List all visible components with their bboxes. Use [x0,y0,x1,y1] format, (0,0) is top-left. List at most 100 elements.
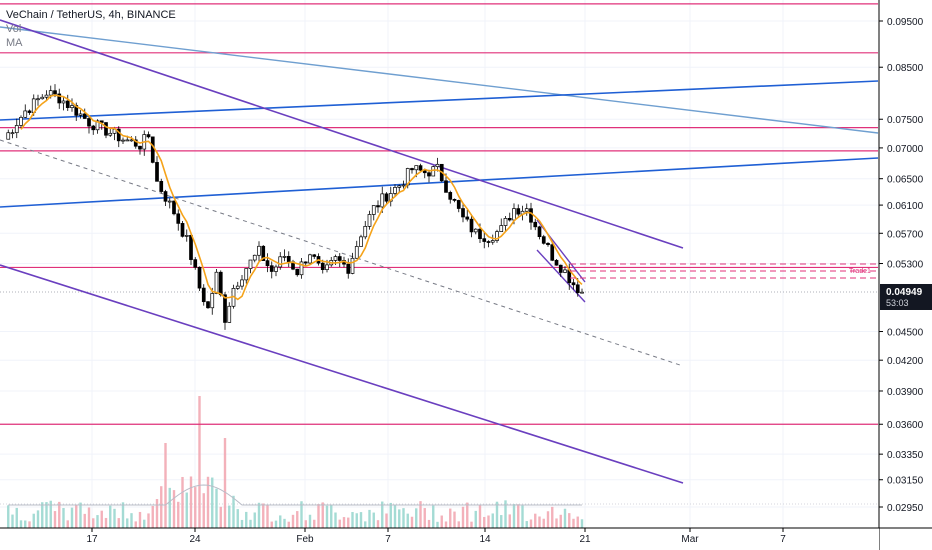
vol-indicator-label[interactable]: Vol [6,23,22,35]
volume-bar [87,507,91,528]
candle-body [44,94,49,98]
ma-indicator-label[interactable]: MA [6,37,23,49]
time-tick-label: 24 [189,534,201,545]
volume-pane [7,396,584,528]
volume-bar [270,521,273,528]
candle-body [367,214,372,227]
candle-body [376,205,380,208]
price-tick-label: 0.03350 [887,450,924,461]
volume-bar [223,438,227,528]
ma-line [20,94,583,301]
volume-bar [372,512,375,528]
candle-body [320,262,325,271]
volume-bar [529,519,533,528]
candle-body [227,305,232,323]
volume-bar [100,510,103,528]
volume-bar [576,516,579,528]
volume-bar [66,520,69,528]
volume-bar [262,503,265,528]
candle-body [70,105,74,108]
candle-countdown: 53:03 [886,298,909,308]
volume-bar [330,504,333,528]
price-tick-label: 0.03900 [887,387,924,398]
candle-body [180,223,185,237]
volume-bar [538,516,541,528]
candle-body [206,301,210,309]
price-axis[interactable]: 0.09500 0.08500 0.07500 0.07000 0.06500 0.061… [878,0,932,550]
candle-body [435,163,440,167]
candle-body [23,110,28,118]
candle-body [465,216,470,220]
time-axis[interactable]: 17 24 Feb 7 14 21 Mar 7 [0,527,932,550]
candle-body [53,90,57,95]
candle-body [257,245,261,256]
volume-bar [436,521,439,528]
candle-body [448,192,453,200]
candle-body [495,231,499,241]
time-tick-label: 17 [86,534,98,545]
candle-body [558,264,563,273]
candle-body [563,269,567,273]
volume-bar [444,521,448,528]
candle-body [155,162,159,182]
candle-body [482,238,487,242]
volume-bar [351,512,354,528]
candle-body [546,242,550,246]
volume-bar [155,499,159,528]
volume-bar [283,518,286,528]
symbol-title[interactable]: VeChain / TetherUS, 4h, BINANCE [6,9,176,21]
volume-bar [109,505,112,528]
volume-bar [325,505,329,528]
candle-body [278,256,283,268]
candle-body [214,271,219,294]
volume-bar [41,502,44,528]
volume-bar [36,510,40,528]
volume-bar [211,477,214,528]
volume-bar [160,486,163,528]
time-tick-label: 7 [780,534,786,545]
volume-bar [168,487,171,528]
candle-body [529,208,533,223]
volume-bar [580,519,584,528]
volume-bar [364,521,367,528]
volume-bar [202,493,205,528]
volume-bar [508,514,511,528]
candle-body [150,136,155,163]
candle-body [193,259,198,268]
candle-body [99,120,104,123]
candle-body [189,235,193,260]
candle-body [61,100,66,104]
volume-ma-line [8,484,582,506]
candle-body [197,266,202,289]
volume-bar [381,501,384,528]
moving-average [20,94,583,301]
volume-bar [130,513,133,528]
volume-bar [138,511,142,528]
volume-bar [53,511,57,528]
candle-body [14,125,19,134]
candle-body [533,221,538,228]
volume-bar [32,513,35,528]
candle-body [78,113,83,116]
candle-body [363,226,368,238]
volume-bar [355,513,358,528]
candle-body [159,180,164,192]
candle-body [27,110,32,113]
candle-body [452,198,457,201]
volume-bar [287,521,290,528]
price-tick-label: 0.07500 [887,115,924,126]
volume-bar [559,514,562,528]
candle-body [580,291,584,294]
volume-bar [245,511,248,528]
volume-bar [512,504,516,528]
candle-body [414,165,419,171]
volume-bar [500,515,503,528]
candle-body [524,208,529,212]
volume-bar [232,495,235,528]
candles [6,84,584,330]
candle-body [486,241,491,243]
volume-bar [274,520,278,528]
candle-body [210,293,215,309]
